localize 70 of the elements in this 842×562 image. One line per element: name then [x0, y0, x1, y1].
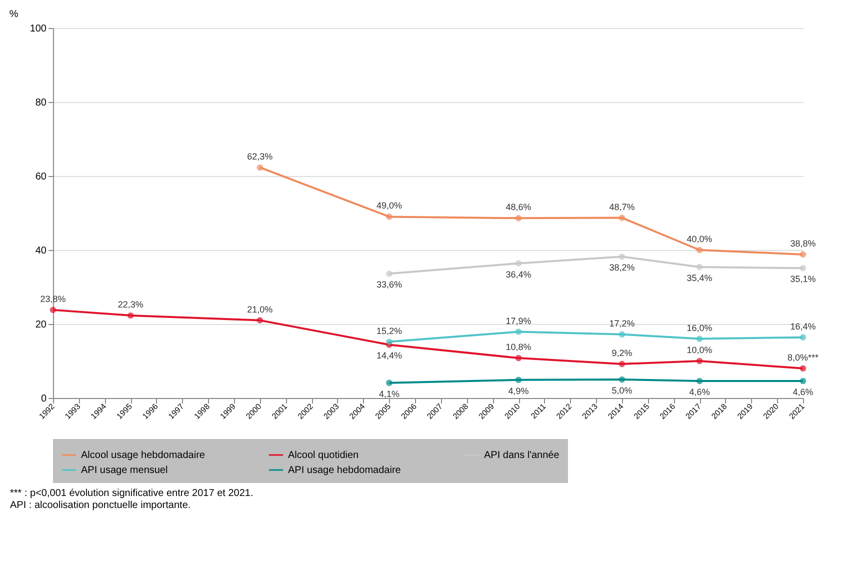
data-label: 38,2% — [609, 262, 635, 273]
data-label: 16,4% — [790, 321, 816, 332]
data-label: 10,8% — [506, 342, 532, 352]
data-label: 4,1% — [378, 388, 400, 399]
data-label: 15,2% — [376, 326, 402, 336]
y-tick-label: 0 — [40, 394, 47, 404]
text: API : alcoolisation ponctuelle importante. — [10, 500, 192, 512]
data-label: 35,1% — [790, 274, 816, 284]
data-label: 38,8% — [790, 238, 816, 248]
point — [800, 264, 806, 272]
y-tick-label: 60 — [35, 172, 47, 182]
data-label: 62,3% — [247, 151, 273, 162]
data-label: 33,6% — [376, 280, 402, 290]
point — [256, 317, 264, 324]
point — [618, 331, 626, 338]
legend-label: Alcool quotidien — [288, 450, 359, 461]
data-label: 4,6% — [689, 386, 710, 397]
point — [386, 338, 392, 345]
point — [386, 270, 392, 277]
data-label: 36,4% — [506, 269, 532, 280]
point — [127, 312, 134, 319]
point — [618, 254, 626, 260]
legend-label: Alcool usage hebdomadaire — [81, 450, 206, 461]
point — [386, 380, 392, 386]
point — [515, 328, 522, 335]
point — [618, 214, 626, 221]
point — [696, 378, 703, 384]
data-label: 35,4% — [686, 273, 712, 284]
point — [515, 215, 522, 222]
point — [696, 358, 703, 364]
data-label: 14,4% — [376, 350, 402, 361]
text: *** : p<0,001 évolution significative entre 2017 et 2021. — [10, 488, 254, 500]
point — [256, 164, 264, 171]
y-tick-label: 20 — [35, 320, 47, 330]
y-tick-label: 80 — [35, 98, 47, 108]
data-label: 16,0% — [686, 322, 712, 333]
data-label: 4,9% — [508, 386, 529, 396]
data-label: 22,3% — [118, 299, 144, 310]
data-label: 21,0% — [247, 304, 273, 314]
point — [696, 264, 703, 270]
data-label: 17,2% — [609, 318, 635, 328]
point — [800, 378, 806, 384]
point — [696, 246, 703, 254]
legend-label: API usage mensuel — [81, 465, 168, 476]
data-label: 9,2% — [612, 348, 632, 358]
data-label: 17,9% — [506, 316, 532, 326]
data-label: 5,0% — [612, 386, 632, 396]
point — [800, 251, 806, 258]
point — [386, 214, 392, 220]
y-tick-label: 40 — [35, 246, 47, 256]
point — [696, 336, 703, 342]
point — [800, 365, 806, 372]
point — [618, 360, 626, 368]
legend-label: API dans l'année — [484, 450, 560, 461]
data-label: 4,6% — [792, 386, 814, 397]
data-label: 10,0% — [686, 345, 712, 355]
data-label: 48,6% — [506, 202, 532, 212]
y-axis-title: % — [9, 9, 18, 20]
point — [515, 354, 522, 362]
data-label: 40,0% — [686, 234, 712, 244]
data-label: 8,0%*** — [787, 352, 820, 362]
point — [515, 376, 522, 384]
point — [618, 376, 626, 383]
data-label: 48,7% — [609, 202, 635, 212]
point — [50, 306, 56, 314]
point — [515, 260, 522, 266]
point — [800, 334, 806, 340]
y-tick-label: 100 — [30, 24, 47, 34]
data-label: 49,0% — [376, 200, 402, 211]
legend-label: API usage hebdomadaire — [288, 465, 402, 476]
